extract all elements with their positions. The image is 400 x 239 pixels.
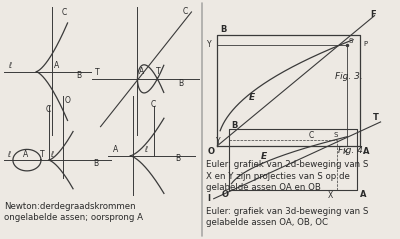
Text: C: C [309, 131, 314, 140]
Text: B: B [220, 26, 227, 34]
Text: F: F [370, 10, 376, 19]
Text: Euler: grafiek van 3d-beweging van S
gelabelde assen OA, OB, OC: Euler: grafiek van 3d-beweging van S gel… [206, 207, 368, 227]
Text: C: C [183, 7, 188, 16]
Text: S: S [349, 38, 353, 44]
Text: T: T [156, 67, 160, 76]
Text: O: O [222, 190, 228, 199]
Text: B: B [179, 79, 184, 88]
Text: Y: Y [216, 137, 221, 146]
Text: Fig. 4.: Fig. 4. [338, 146, 366, 155]
Text: ℓ: ℓ [8, 61, 11, 71]
Text: X: X [328, 191, 333, 200]
Text: A: A [54, 61, 59, 70]
Text: A: A [363, 147, 370, 156]
Text: A: A [360, 190, 366, 199]
Text: X: X [343, 149, 348, 155]
Text: Fig. 3.: Fig. 3. [334, 72, 362, 81]
Text: Y: Y [208, 40, 212, 49]
Text: P: P [363, 41, 367, 47]
Text: I: I [207, 194, 210, 203]
Text: C: C [150, 100, 156, 109]
Text: B: B [176, 154, 181, 163]
Text: A: A [113, 146, 118, 154]
Text: A: A [139, 67, 144, 76]
Text: A: A [23, 150, 28, 158]
Text: ℓ: ℓ [50, 150, 54, 158]
Text: B: B [232, 121, 238, 130]
Text: E: E [249, 93, 255, 102]
Text: B: B [93, 158, 98, 168]
Text: Euler: grafiek van 2d-beweging van S
X en Y zijn projecties van S op de
gelabeld: Euler: grafiek van 2d-beweging van S X e… [206, 160, 368, 192]
Text: C: C [61, 8, 66, 17]
Text: E: E [261, 152, 267, 161]
Text: T: T [373, 114, 379, 122]
Text: O: O [65, 96, 71, 105]
Text: T: T [95, 68, 100, 77]
Text: Newton:derdegraadskrommen
ongelabelde assen; oorsprong A: Newton:derdegraadskrommen ongelabelde as… [4, 202, 143, 223]
Text: C: C [46, 105, 51, 114]
Text: ℓ: ℓ [7, 150, 10, 159]
Text: ℓ: ℓ [144, 146, 147, 154]
Text: T: T [40, 150, 45, 158]
Text: O: O [208, 147, 214, 156]
Text: B: B [76, 71, 81, 80]
Text: S: S [333, 132, 338, 138]
